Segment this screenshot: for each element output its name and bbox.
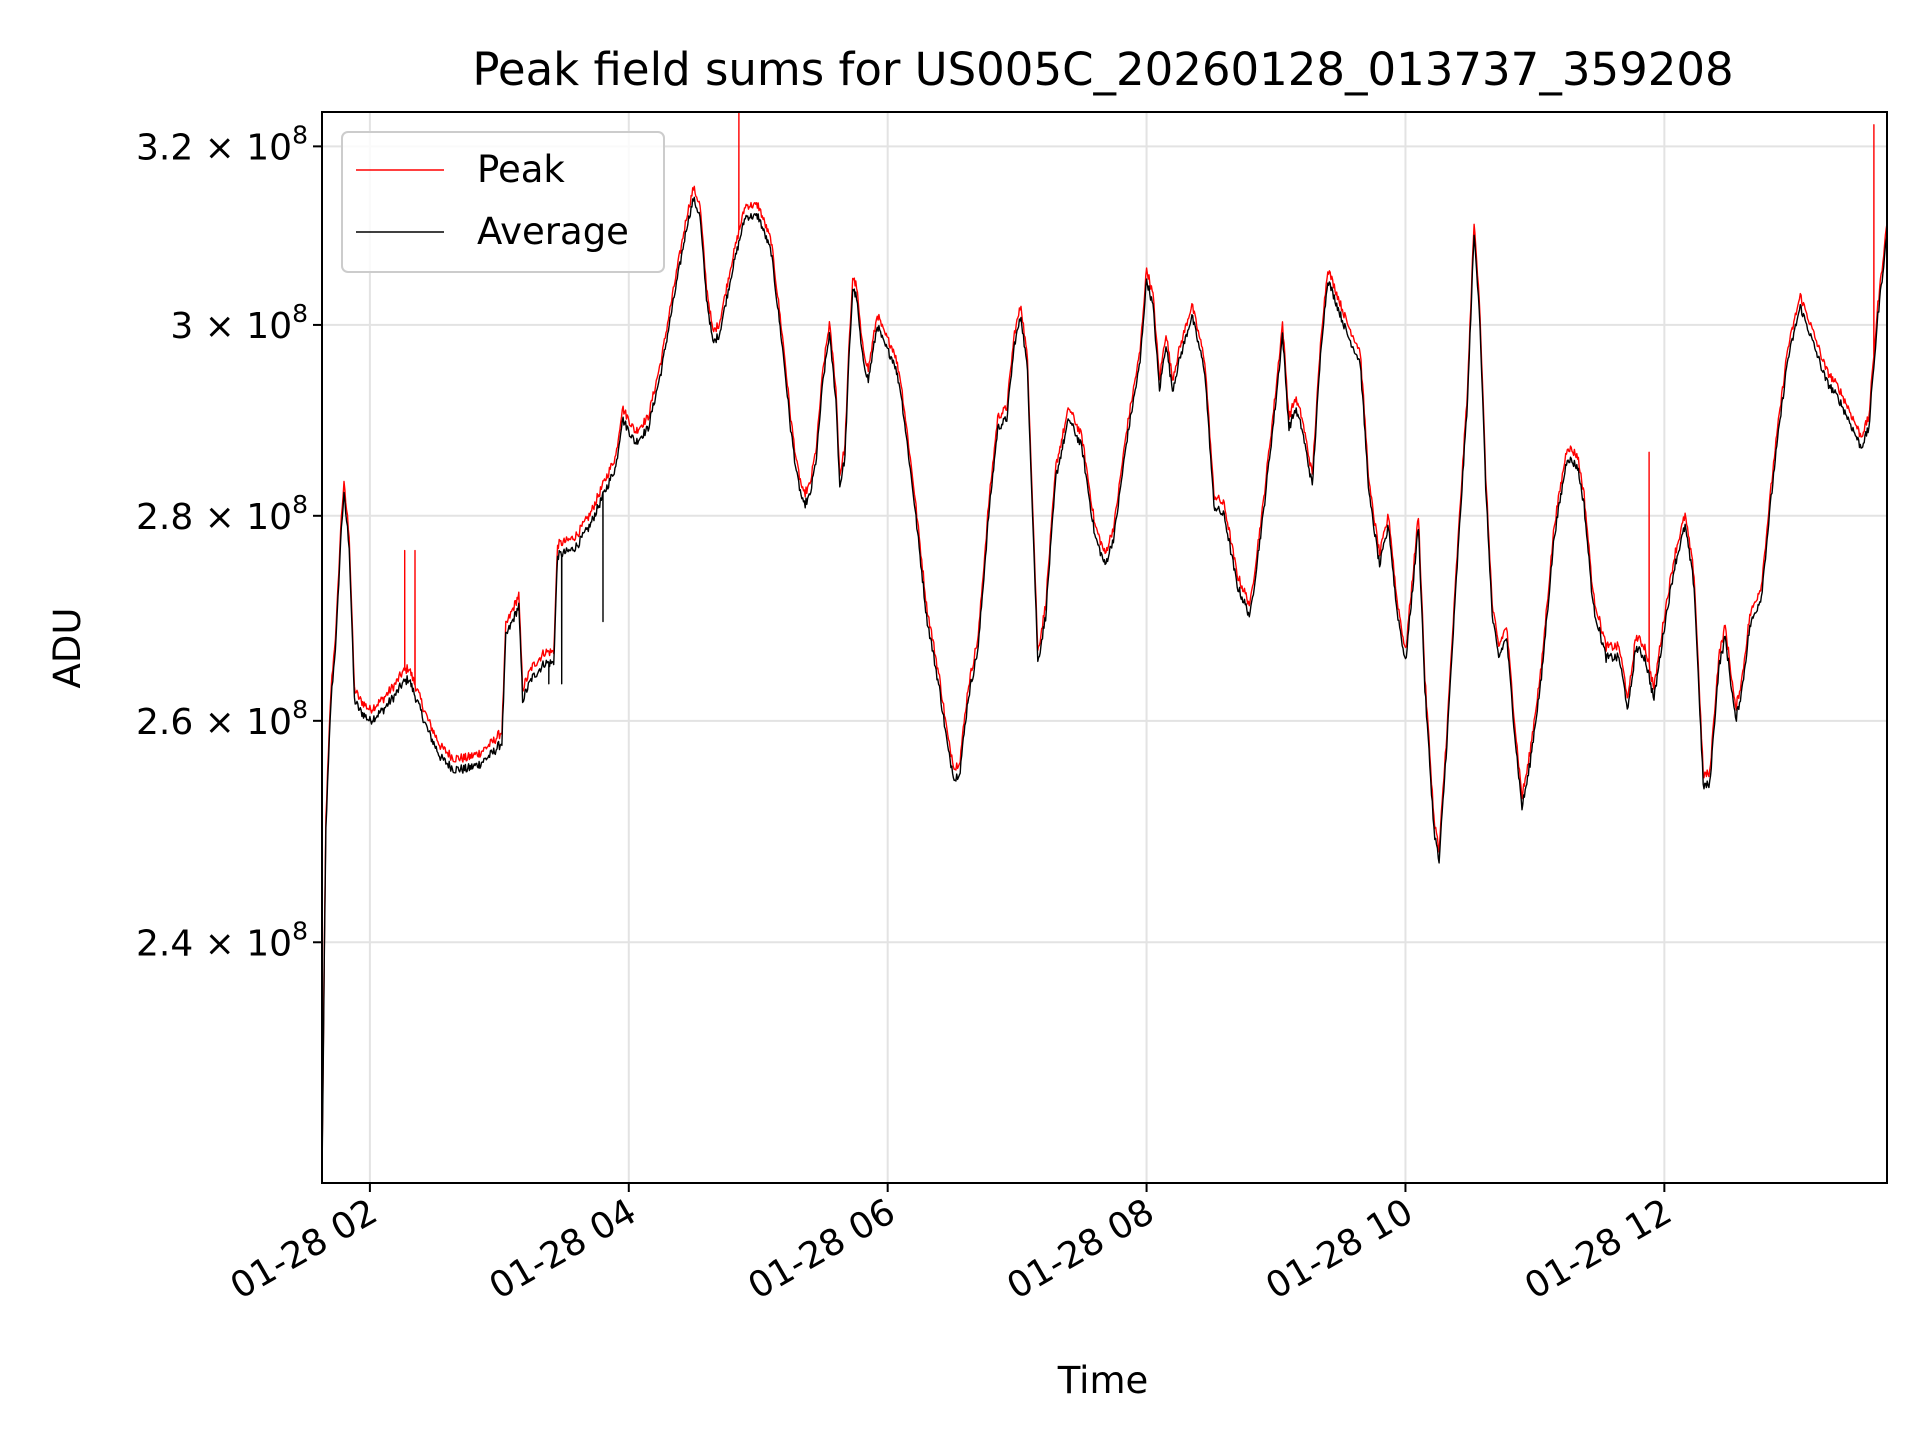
y-axis-ticks: 2.4 × 108 2.6 × 108 2.8 × 108 3 × 108 3.2 × … bbox=[136, 120, 322, 964]
chart-title: Peak field sums for US005C_20260128_0137… bbox=[472, 43, 1733, 96]
x-axis-label: Time bbox=[1057, 1359, 1149, 1402]
legend-peak-label: Peak bbox=[477, 148, 565, 191]
plot-frame bbox=[321, 111, 1888, 1184]
y-tick-label: 2.6 × 108 bbox=[136, 695, 308, 743]
series-line-average bbox=[322, 196, 1887, 1176]
legend-box bbox=[341, 131, 665, 273]
legend-average-label: Average bbox=[477, 210, 629, 253]
legend: Peak Average bbox=[341, 131, 665, 273]
y-axis-label: ADU bbox=[46, 608, 89, 689]
y-tick-label: 2.4 × 108 bbox=[136, 916, 308, 964]
y-tick-label: 3 × 108 bbox=[170, 299, 308, 347]
series-line-peak bbox=[322, 112, 1887, 1164]
y-tick-label: 3.2 × 108 bbox=[136, 120, 308, 168]
y-tick-label: 2.8 × 108 bbox=[136, 490, 308, 538]
plot-series bbox=[322, 112, 1887, 1176]
